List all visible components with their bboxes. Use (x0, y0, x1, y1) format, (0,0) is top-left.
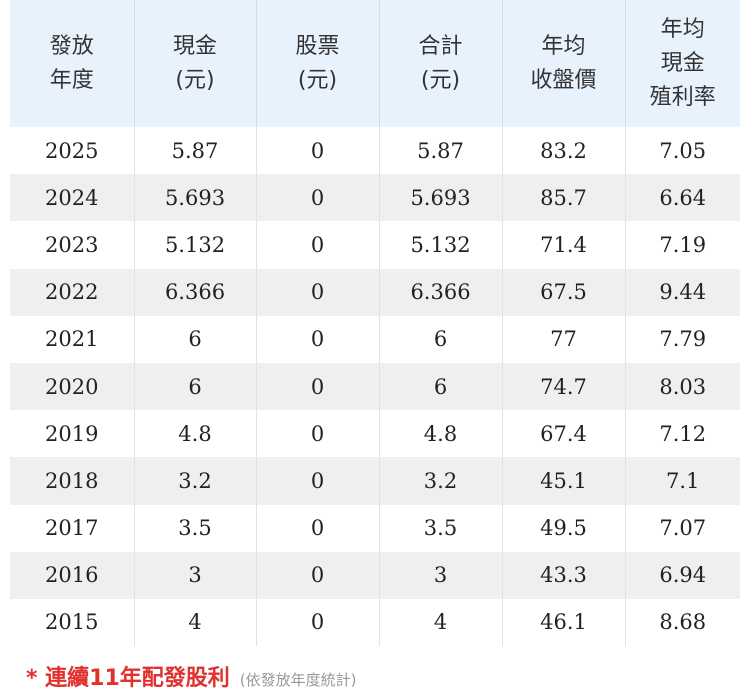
header-yield: 年均 現金 殖利率 (649, 16, 716, 110)
cell-cash: 3.5 (134, 504, 257, 552)
cell-year: 2015 (10, 598, 135, 647)
cell-cash: 6 (134, 362, 257, 411)
cell-stock: 0 (256, 410, 380, 458)
cell-avg-price: 46.1 (502, 598, 626, 647)
cell-cash: 6 (134, 315, 257, 363)
table-row: 2022 6.366 0 6.366 67.5 9.44 (10, 268, 740, 316)
table-row: 2015 4 0 4 46.1 8.68 (10, 598, 740, 647)
table-body: 2025 5.87 0 5.87 83.2 7.05 2024 5.693 0 5.693 85.7… (10, 127, 740, 647)
cell-yield: 6.64 (659, 185, 707, 210)
cell-avg-price: 77 (502, 315, 626, 363)
footer-note: * 連續11年配發股利 (依發放年度統計) (26, 660, 357, 692)
cell-yield: 8.03 (659, 374, 707, 399)
cell-avg-price: 74.7 (502, 362, 626, 411)
cell-total: 4 (379, 598, 503, 647)
cell-avg-price: 67.4 (502, 410, 626, 458)
cell-avg-price: 67.5 (502, 268, 626, 316)
header-total: 合計 (元) (379, 0, 503, 127)
cell-yield: 8.68 (659, 610, 707, 635)
cell-cash: 3 (134, 551, 257, 599)
cell-stock: 0 (256, 598, 380, 647)
table-row: 2019 4.8 0 4.8 67.4 7.12 (10, 410, 740, 458)
cell-total: 6 (379, 315, 503, 363)
cell-avg-price: 71.4 (502, 221, 626, 269)
table-row: 2023 5.132 0 5.132 71.4 7.19 (10, 221, 740, 269)
cell-stock: 0 (256, 362, 380, 411)
cell-year: 2023 (10, 221, 135, 269)
cell-stock: 0 (256, 504, 380, 552)
cell-cash: 3.2 (134, 457, 257, 505)
cell-year: 2025 (10, 127, 135, 175)
header-row: 發放 年度 現金 (元) 股票 (元) 合計 (元) 年均 收盤價 年均 現金 … (10, 0, 740, 127)
cell-avg-price: 45.1 (502, 457, 626, 505)
cell-total: 6 (379, 362, 503, 411)
table-row: 2021 6 0 6 77 7.79 (10, 315, 740, 363)
cell-total: 3.2 (379, 457, 503, 505)
cell-year: 2016 (10, 551, 135, 599)
table-row: 2018 3.2 0 3.2 45.1 7.1 (10, 457, 740, 505)
header-avg-price: 年均 收盤價 (502, 0, 626, 127)
cell-yield: 9.44 (659, 280, 707, 305)
header-year: 發放 年度 (10, 0, 135, 127)
cell-cash: 5.693 (134, 174, 257, 222)
statistics-basis-note: (依發放年度統計) (239, 671, 357, 689)
cell-stock: 0 (256, 551, 380, 599)
cell-total: 4.8 (379, 410, 503, 458)
cell-yield: 7.12 (659, 421, 707, 446)
table-row: 2024 5.693 0 5.693 85.7 6.64 (10, 174, 740, 222)
dividend-table-container: 發放 年度 現金 (元) 股票 (元) 合計 (元) 年均 收盤價 年均 現金 … (10, 0, 740, 647)
cell-total: 5.693 (379, 174, 503, 222)
cell-avg-price: 83.2 (502, 127, 626, 175)
cell-stock: 0 (256, 221, 380, 269)
table-row: 2017 3.5 0 3.5 49.5 7.07 (10, 504, 740, 552)
cell-year: 2024 (10, 174, 135, 222)
cell-stock: 0 (256, 174, 380, 222)
dividend-table: 發放 年度 現金 (元) 股票 (元) 合計 (元) 年均 收盤價 年均 現金 … (10, 0, 740, 647)
cell-total: 5.132 (379, 221, 503, 269)
header-cash: 現金 (元) (134, 0, 257, 127)
cell-avg-price: 43.3 (502, 551, 626, 599)
cell-avg-price: 49.5 (502, 504, 626, 552)
cell-cash: 6.366 (134, 268, 257, 316)
cell-year: 2018 (10, 457, 135, 505)
table-row: 2020 6 0 6 74.7 8.03 (10, 362, 740, 411)
cell-cash: 5.132 (134, 221, 257, 269)
cell-yield: 7.19 (659, 232, 707, 257)
table-row: 2016 3 0 3 43.3 6.94 (10, 551, 740, 599)
cell-stock: 0 (256, 127, 380, 175)
cell-total: 3.5 (379, 504, 503, 552)
cell-year: 2019 (10, 410, 135, 458)
header-stock: 股票 (元) (256, 0, 380, 127)
cell-avg-price: 85.7 (502, 174, 626, 222)
cell-year: 2020 (10, 362, 135, 411)
cell-yield: 7.79 (659, 327, 707, 352)
table-row: 2025 5.87 0 5.87 83.2 7.05 (10, 127, 740, 175)
cell-yield: 7.07 (659, 516, 707, 541)
cell-year: 2021 (10, 315, 135, 363)
cell-year: 2017 (10, 504, 135, 552)
cell-cash: 5.87 (134, 127, 257, 175)
cell-total: 6.366 (379, 268, 503, 316)
cell-cash: 4.8 (134, 410, 257, 458)
cell-stock: 0 (256, 268, 380, 316)
cell-yield: 7.05 (659, 138, 707, 163)
table-header: 發放 年度 現金 (元) 股票 (元) 合計 (元) 年均 收盤價 年均 現金 … (10, 0, 740, 127)
cell-total: 3 (379, 551, 503, 599)
cell-cash: 4 (134, 598, 257, 647)
cell-stock: 0 (256, 315, 380, 363)
dividend-streak-note: * 連續11年配發股利 (26, 666, 230, 691)
cell-total: 5.87 (379, 127, 503, 175)
cell-stock: 0 (256, 457, 380, 505)
cell-yield: 7.1 (666, 468, 700, 493)
cell-yield: 6.94 (659, 563, 707, 588)
cell-year: 2022 (10, 268, 135, 316)
